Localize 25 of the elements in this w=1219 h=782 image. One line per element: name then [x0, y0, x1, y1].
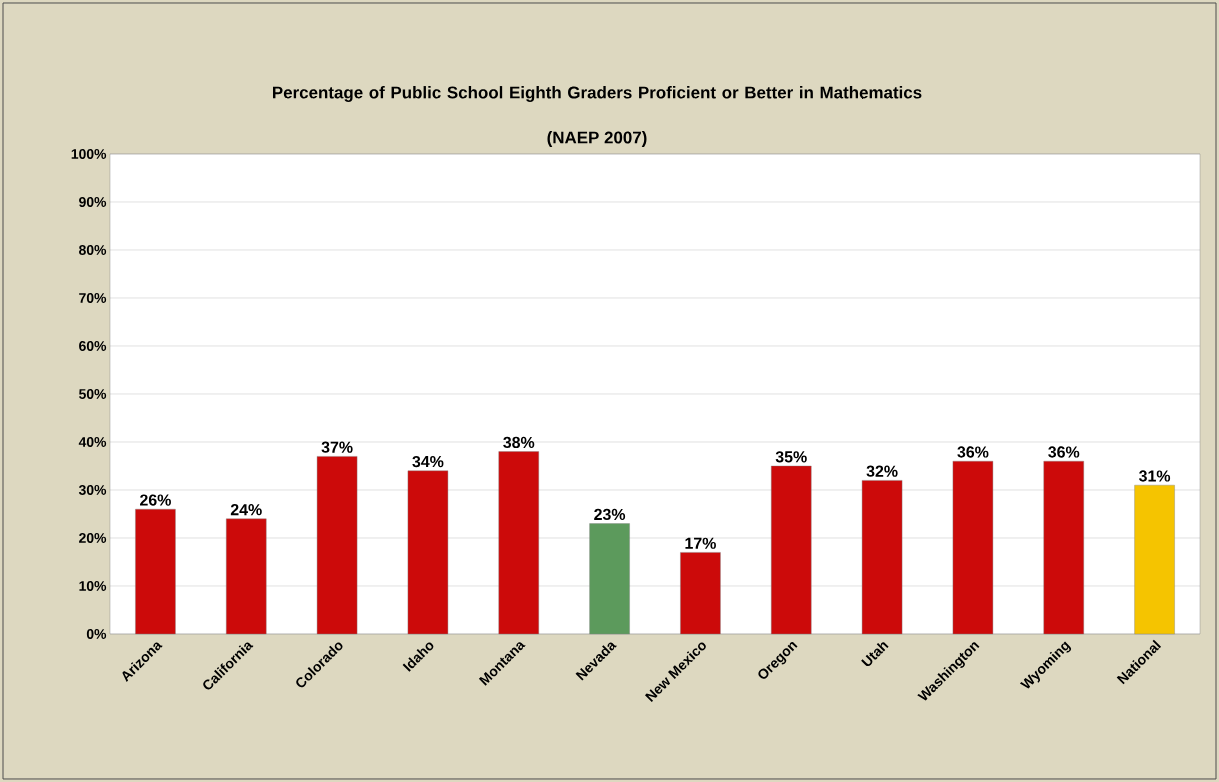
y-tick-label: 60% [79, 341, 107, 351]
data-label: 23% [594, 508, 626, 521]
y-tick-label: 70% [79, 293, 107, 303]
data-label: 38% [503, 436, 535, 449]
data-label: 35% [775, 451, 807, 463]
y-tick-label: 20% [79, 533, 107, 543]
y-tick-label: 10% [79, 581, 107, 591]
data-label: 17% [685, 537, 716, 549]
data-label: 36% [957, 446, 989, 458]
y-tick-label: 90% [79, 197, 107, 207]
y-tick-label: 30% [78, 485, 107, 495]
data-label: 36% [1048, 446, 1080, 458]
data-label: 31% [1138, 470, 1171, 482]
chart-subtitle: (NAEP 2007) [547, 131, 647, 147]
data-label: 32% [866, 465, 898, 477]
y-tick-label: 0% [86, 629, 107, 639]
data-label: 37% [321, 441, 353, 453]
y-tick-label: 40% [78, 437, 107, 447]
y-tick-label: 50% [79, 389, 107, 399]
chart-title: Percentage of Public School Eighth Graders Proficient or Better in Mathematics [273, 86, 922, 102]
y-tick-label: 100% [71, 149, 107, 159]
data-label: 24% [230, 504, 262, 516]
data-label: 34% [412, 455, 444, 468]
data-label: 26% [140, 494, 171, 506]
y-tick-label: 80% [79, 245, 107, 255]
